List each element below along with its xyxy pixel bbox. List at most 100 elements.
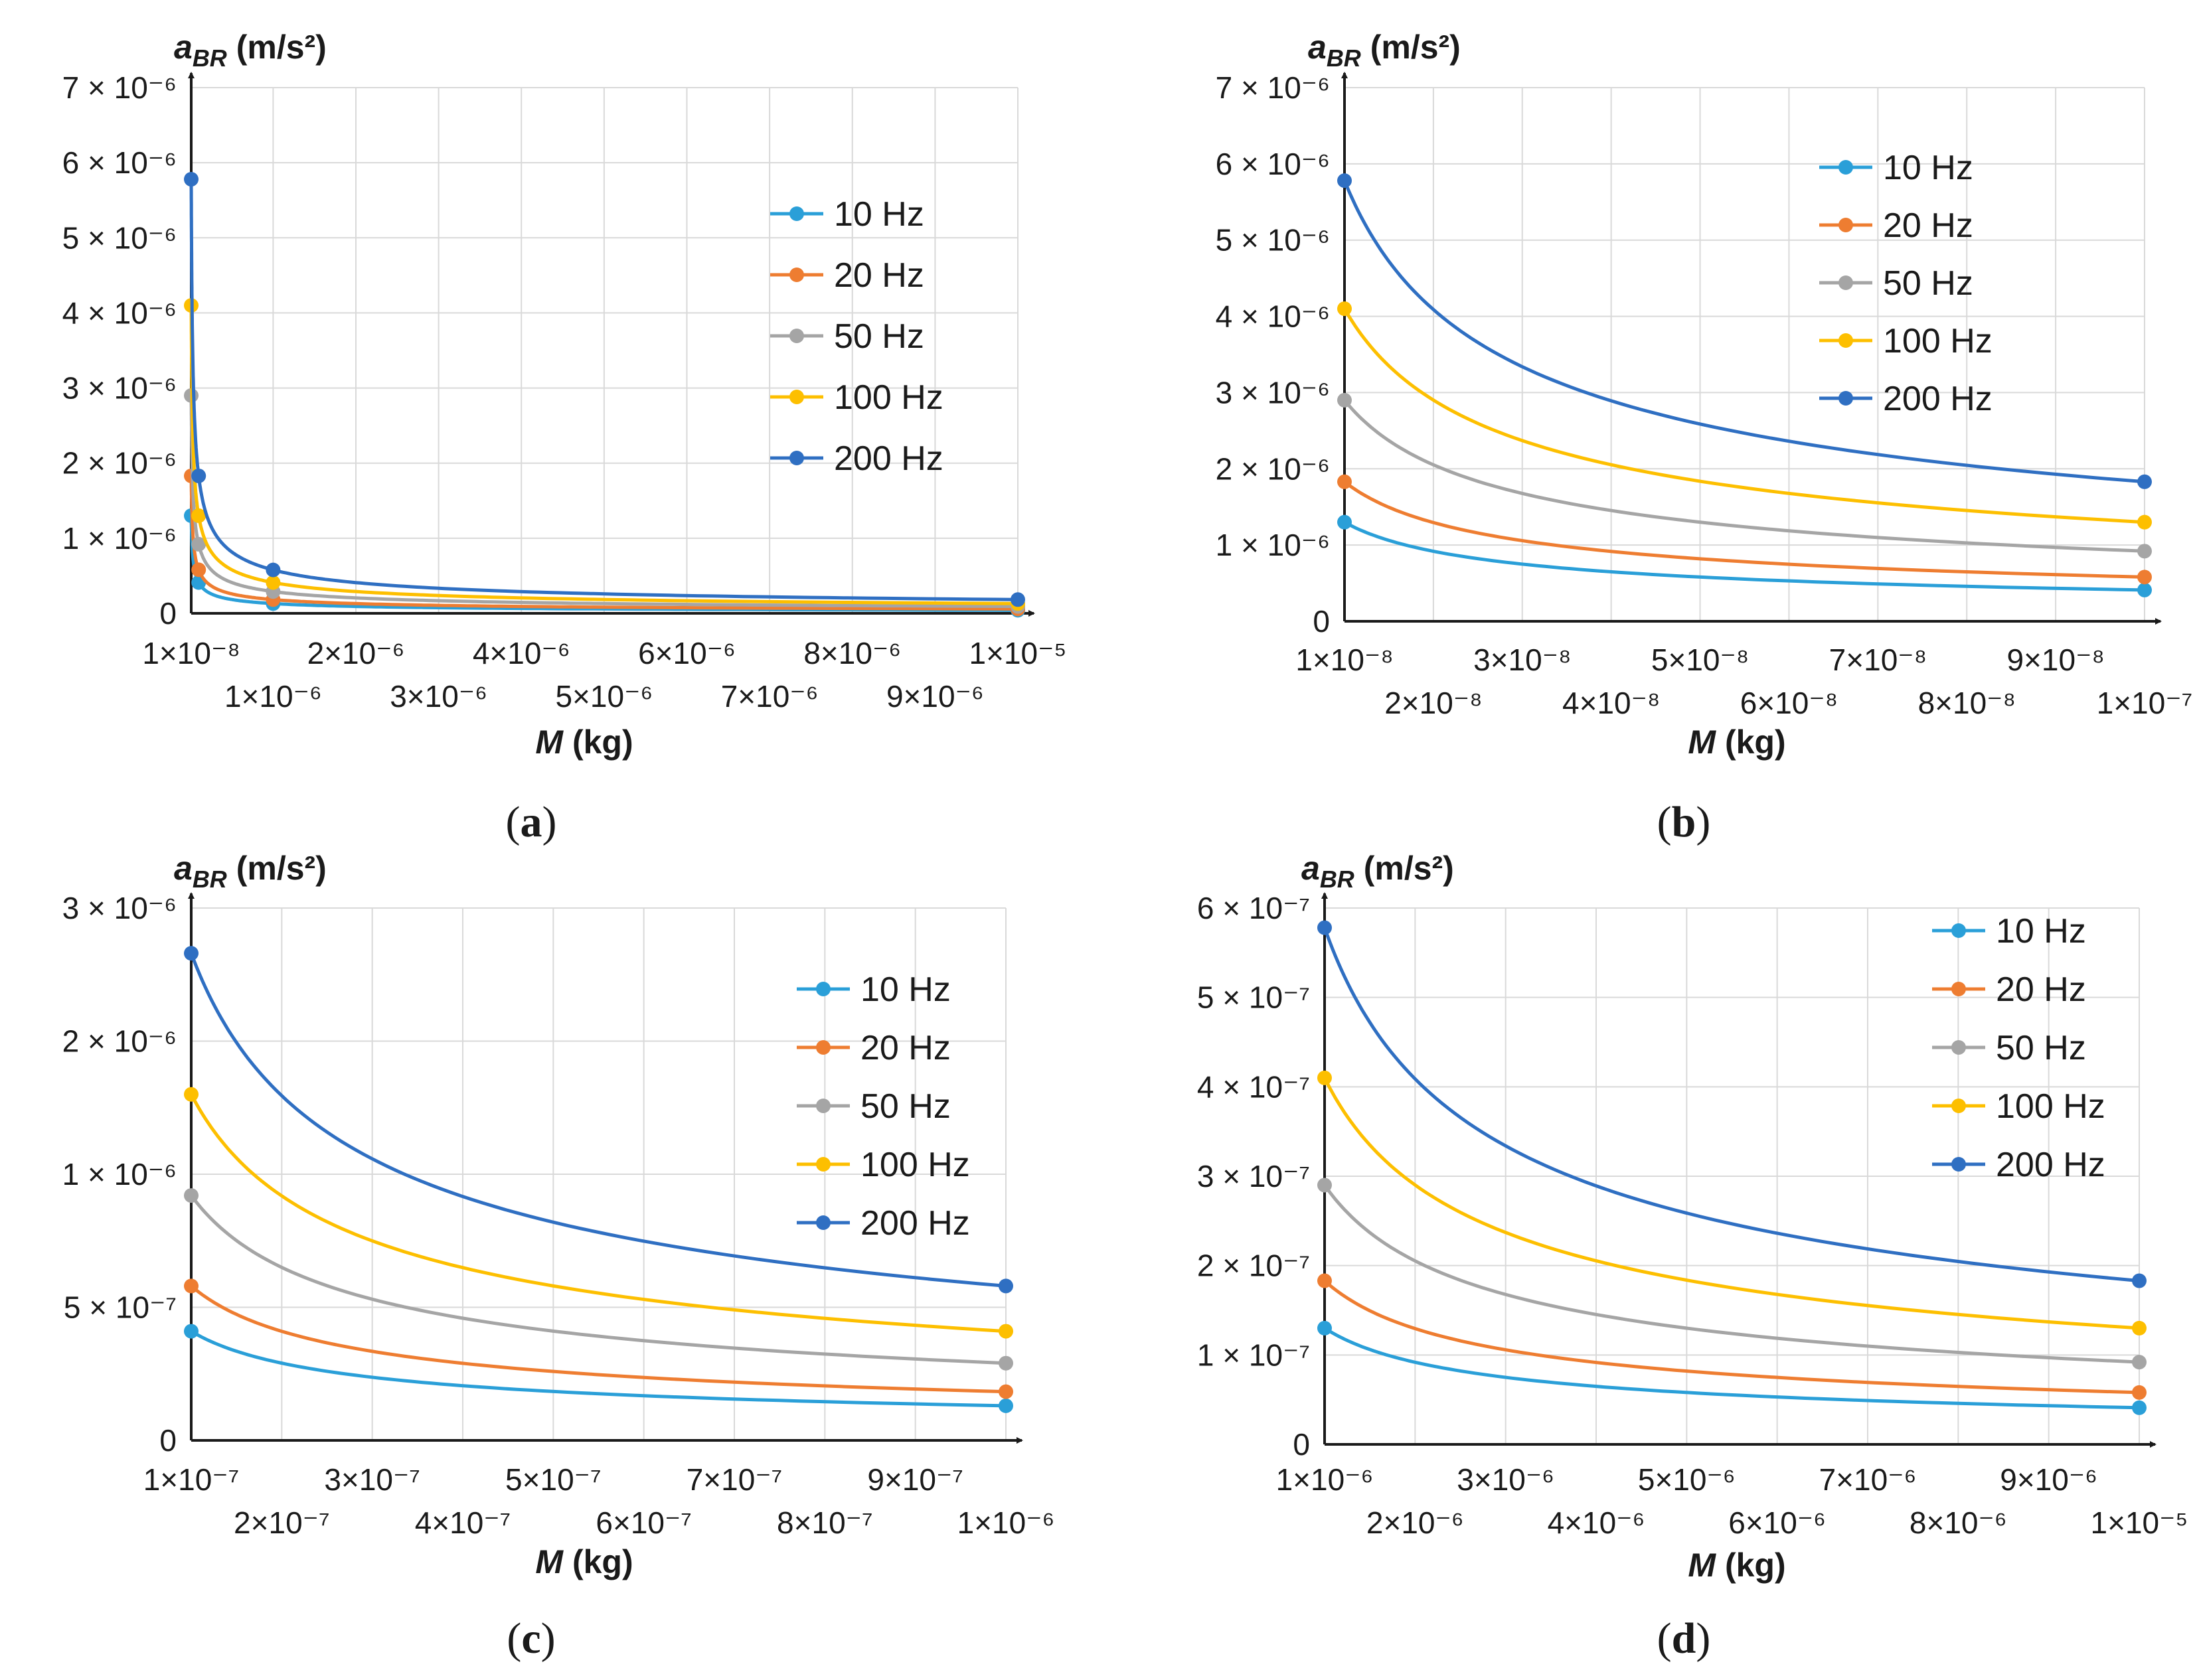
x-tick-label: 1×10⁻⁶ <box>224 679 322 714</box>
legend-item: 100 Hz <box>797 1146 970 1184</box>
series-line <box>189 305 1018 605</box>
legend-marker <box>1951 1099 1966 1113</box>
series-line <box>189 179 1018 601</box>
legend-label: 100 Hz <box>860 1146 970 1184</box>
data-point <box>2132 1320 2147 1336</box>
y-tick-label: 3 × 10⁻⁷ <box>1197 1159 1310 1193</box>
y-tick-label: 5 × 10⁻⁶ <box>62 220 177 255</box>
x-tick-label: 6×10⁻⁸ <box>1740 686 1838 720</box>
series-line <box>190 1284 1007 1394</box>
data-point <box>191 468 206 483</box>
y-tick-label: 2 × 10⁻⁷ <box>1197 1249 1310 1283</box>
data-point <box>999 1398 1013 1413</box>
legend-label: 10 Hz <box>1883 149 1973 187</box>
data-point <box>184 1188 199 1203</box>
data-point <box>266 562 281 577</box>
x-tick-label: 3×10⁻⁶ <box>390 679 487 714</box>
series-line <box>1343 399 2145 553</box>
series-line <box>189 475 1018 611</box>
data-point <box>2137 570 2152 585</box>
legend-item: 10 Hz <box>1819 149 1973 187</box>
series-line <box>1323 1326 2140 1410</box>
data-point <box>999 1355 1013 1371</box>
legend-item: 200 Hz <box>1932 1146 2105 1184</box>
y-tick-label: 0 <box>159 596 177 631</box>
series-line <box>1323 927 2140 1283</box>
x-tick-label: 2×10⁻⁸ <box>1384 686 1482 720</box>
y-tick-label: 0 <box>1313 604 1330 639</box>
x-tick-label: 9×10⁻⁶ <box>886 679 984 714</box>
series-line <box>1343 307 2145 524</box>
chart-panel-b: 0 1 × 10⁻⁶ 2 × 10⁻⁶ 3 × 10⁻⁶ 4 × 10⁻⁶ 5 × 10⁻… <box>1216 29 2193 846</box>
legend-item: 100 Hz <box>1819 322 1993 360</box>
y-tick-label: 3 × 10⁻⁶ <box>1216 375 1330 410</box>
y-tick-label: 1 × 10⁻⁶ <box>1216 528 1330 562</box>
legend-marker <box>1838 218 1853 232</box>
legend-item: 50 Hz <box>1819 264 1973 303</box>
data-point <box>266 575 281 590</box>
legend-label: 200 Hz <box>834 439 943 478</box>
legend-label: 100 Hz <box>1883 322 1993 360</box>
legend-marker <box>789 390 804 404</box>
panel-label: (d) <box>1657 1614 1711 1663</box>
x-tick-label: 2×10⁻⁷ <box>234 1505 330 1540</box>
y-tick-label: 7 × 10⁻⁶ <box>62 70 177 105</box>
data-point <box>184 172 199 187</box>
legend-label: 50 Hz <box>1883 264 1973 303</box>
data-point <box>2132 1355 2147 1370</box>
y-tick-label: 4 × 10⁻⁶ <box>62 295 177 330</box>
data-point <box>191 536 206 552</box>
series-line <box>189 515 1018 612</box>
x-tick-label: 7×10⁻⁷ <box>687 1462 783 1497</box>
data-point <box>1317 1273 1332 1288</box>
x-tick-label: 9×10⁻⁶ <box>2000 1462 2097 1497</box>
x-tick-label: 1×10⁻⁷ <box>2097 686 2193 720</box>
x-tick-label: 7×10⁻⁶ <box>1819 1462 1917 1497</box>
x-tick-label: 2×10⁻⁶ <box>1366 1505 1464 1540</box>
legend-item: 50 Hz <box>797 1087 951 1126</box>
series-line <box>1343 180 2145 484</box>
data-point <box>1337 392 1352 408</box>
legend-label: 10 Hz <box>1996 912 2086 951</box>
x-tick-label: 6×10⁻⁶ <box>638 636 736 670</box>
y-tick-label: 3 × 10⁻⁶ <box>62 371 177 406</box>
legend-item: 20 Hz <box>1932 970 2086 1009</box>
legend-item: 100 Hz <box>1932 1087 2105 1126</box>
x-tick-label: 5×10⁻⁷ <box>505 1462 602 1497</box>
series-line <box>189 953 1007 1288</box>
y-tick-label: 6 × 10⁻⁶ <box>62 145 177 180</box>
panel-label: (c) <box>507 1614 555 1663</box>
legend-marker <box>1838 333 1853 348</box>
data-point <box>1317 1070 1332 1085</box>
series-line <box>1323 1077 2140 1330</box>
x-tick-label: 1×10⁻⁷ <box>143 1462 240 1497</box>
legend-item: 50 Hz <box>1932 1029 2086 1067</box>
x-tick-label: 1×10⁻⁶ <box>957 1505 1055 1540</box>
x-tick-label: 7×10⁻⁶ <box>721 679 819 714</box>
series-line <box>190 1330 1007 1408</box>
legend-marker <box>816 1215 831 1230</box>
series-line <box>1323 1279 2140 1395</box>
y-axis-title: aBR (m/s²) <box>1308 29 1461 72</box>
y-tick-label: 2 × 10⁻⁶ <box>62 1024 177 1059</box>
x-tick-label: 4×10⁻⁷ <box>415 1505 511 1540</box>
x-tick-label: 3×10⁻⁸ <box>1473 643 1571 677</box>
y-tick-label: 2 × 10⁻⁶ <box>62 446 177 481</box>
data-point <box>2137 544 2152 559</box>
data-point <box>1011 592 1025 607</box>
data-point <box>2132 1385 2147 1400</box>
legend-marker <box>816 982 831 996</box>
data-point <box>1337 301 1352 317</box>
legend-item: 20 Hz <box>770 256 924 295</box>
legend-marker <box>816 1157 831 1172</box>
data-point <box>2132 1400 2147 1415</box>
x-tick-label: 9×10⁻⁸ <box>2006 643 2104 677</box>
y-tick-label: 3 × 10⁻⁶ <box>62 891 177 925</box>
legend-item: 20 Hz <box>797 1029 951 1067</box>
data-point <box>999 1278 1013 1294</box>
y-tick-label: 1 × 10⁻⁶ <box>62 1157 177 1191</box>
data-point <box>184 1278 199 1294</box>
legend-label: 200 Hz <box>1883 380 1993 418</box>
x-tick-label: 8×10⁻⁶ <box>1910 1505 2007 1540</box>
x-axis-title: M (kg) <box>1688 1547 1785 1584</box>
